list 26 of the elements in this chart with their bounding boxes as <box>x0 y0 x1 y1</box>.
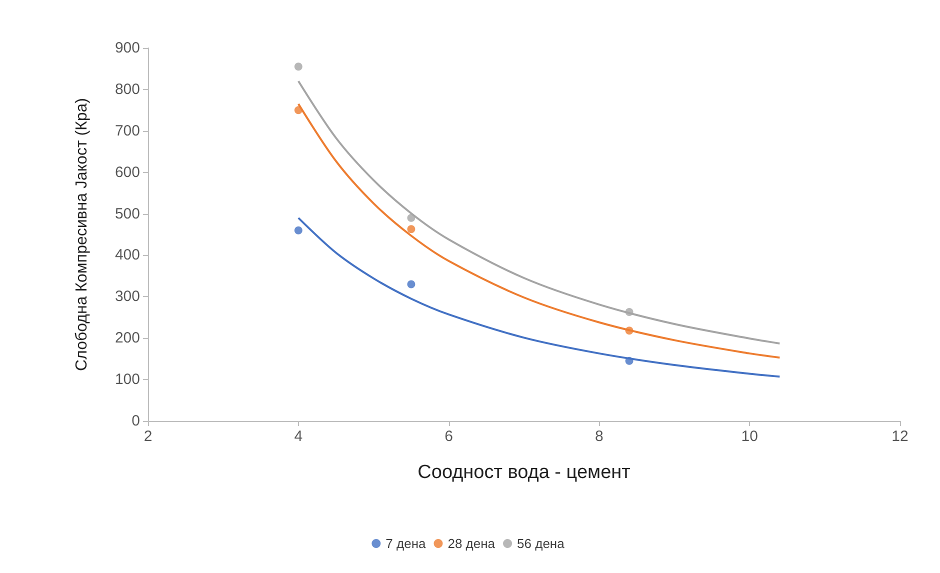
x-tick-label: 4 <box>294 428 303 445</box>
x-tick-label: 6 <box>444 428 453 445</box>
y-tick-label: 100 <box>114 371 140 388</box>
point <box>294 226 302 234</box>
x-tick-label: 10 <box>741 428 758 445</box>
y-tick-label: 900 <box>114 40 140 56</box>
x-tick-label: 12 <box>892 428 908 445</box>
y-tick-label: 400 <box>114 246 140 264</box>
y-tick-label: 200 <box>114 330 140 347</box>
x-axis-title: Соодност вода - цемент <box>418 462 631 483</box>
y-tick-label: 800 <box>114 80 140 98</box>
legend-label: 56 дена <box>517 536 566 551</box>
point <box>407 280 416 288</box>
x-tick-label: 8 <box>595 428 604 445</box>
y-tick-label: 300 <box>114 288 140 306</box>
point <box>294 62 302 71</box>
point <box>407 225 416 234</box>
legend-label: 7 дена <box>386 536 427 551</box>
line-series <box>297 216 781 378</box>
legend-label: 28 дена <box>448 536 496 551</box>
y-tick-label: 600 <box>114 164 140 181</box>
y-tick-label: 700 <box>114 122 140 140</box>
y-tick-label: 500 <box>114 205 140 222</box>
y-axis-title: Слободна Компресивна Јакост (Кра) <box>74 98 90 372</box>
y-tick-label: 0 <box>132 412 140 430</box>
x-tick-label: 2 <box>144 428 152 445</box>
